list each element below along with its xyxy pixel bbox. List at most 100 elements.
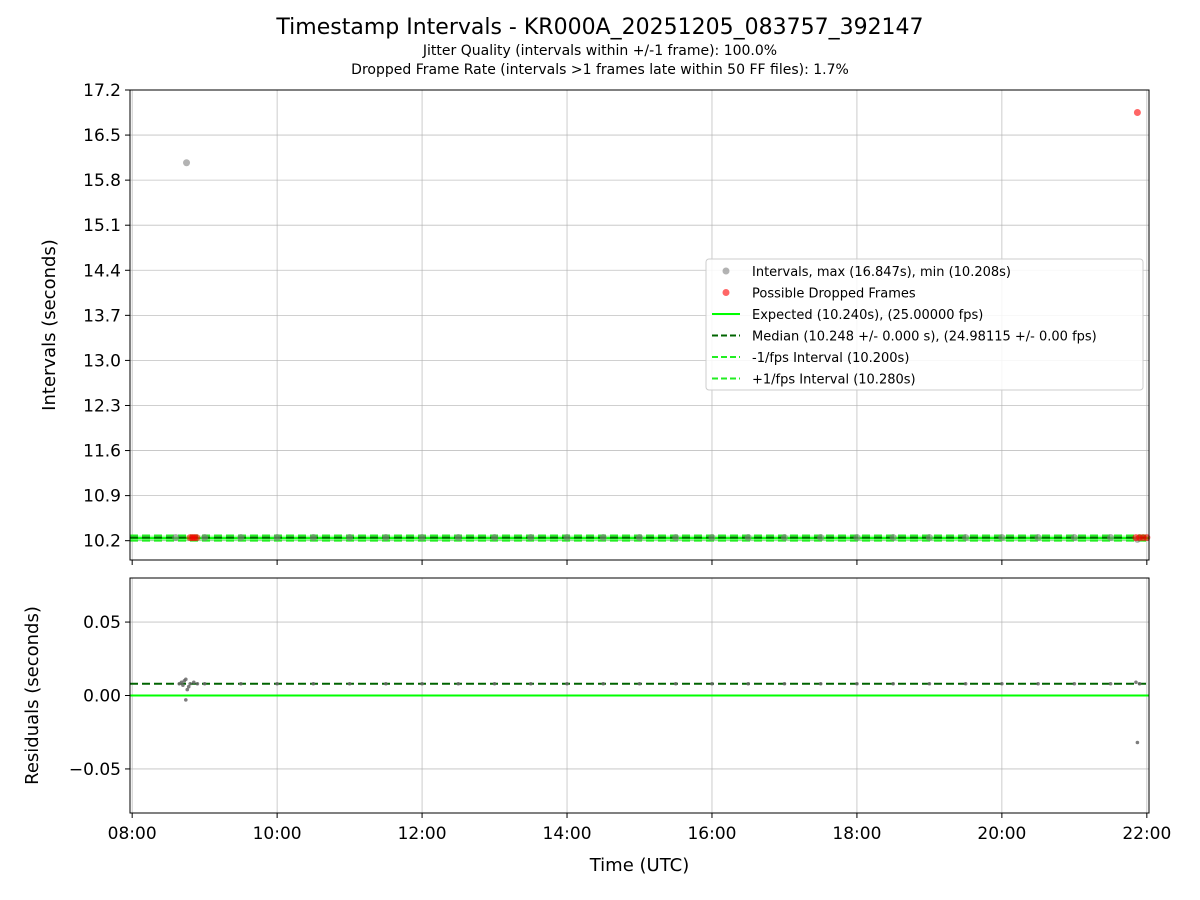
xtick-label: 18:00 <box>832 824 881 844</box>
legend-label: +1/fps Interval (10.280s) <box>752 373 916 388</box>
legend-label: Expected (10.240s), (25.00000 fps) <box>752 308 983 323</box>
residuals-point <box>239 681 243 686</box>
residuals-point <box>782 681 787 686</box>
intervals-point <box>1034 533 1042 541</box>
residuals-ytick-label: 0.00 <box>83 687 121 707</box>
residuals-point <box>456 681 461 686</box>
intervals-point <box>780 533 788 541</box>
intervals-ytick-label: 12.3 <box>83 396 121 416</box>
residuals-point <box>1137 681 1142 686</box>
legend-label: Median (10.248 +/- 0.000 s), (24.98115 +… <box>752 330 1097 345</box>
intervals-point <box>1070 533 1078 541</box>
intervals-point <box>563 533 571 541</box>
intervals-ytick-label: 17.2 <box>83 81 121 101</box>
intervals-point <box>183 159 191 167</box>
residuals-point <box>1036 681 1040 686</box>
intervals-point <box>527 533 535 541</box>
residuals-point <box>184 698 188 702</box>
residuals-point <box>855 681 859 686</box>
residuals-point <box>601 681 606 686</box>
xtick-label: 20:00 <box>977 824 1026 844</box>
intervals-ytick-label: 16.5 <box>83 126 121 146</box>
residuals-point <box>181 683 185 688</box>
intervals-point <box>201 533 209 541</box>
figure-title-block: Timestamp Intervals - KR000A_20251205_08… <box>0 14 1200 80</box>
residuals-point <box>637 681 642 686</box>
possible-dropped-frames-point <box>193 534 201 542</box>
intervals-point <box>853 533 861 541</box>
xtick-label: 14:00 <box>543 824 592 844</box>
intervals-point <box>309 533 317 541</box>
intervals-point <box>382 533 390 541</box>
residuals-ylabel: Residuals (seconds) <box>22 606 43 785</box>
residuals-point <box>347 681 352 686</box>
intervals-point <box>237 533 245 541</box>
xtick-label: 10:00 <box>253 824 302 844</box>
residuals-point <box>1000 681 1004 686</box>
residuals-point <box>188 681 192 686</box>
legend-1-marker <box>722 289 730 296</box>
xtick-label: 12:00 <box>398 824 447 844</box>
residuals-point <box>1135 740 1140 745</box>
residuals-point <box>528 681 533 686</box>
intervals-ytick-label: 14.4 <box>83 261 121 281</box>
residuals-point <box>963 681 968 686</box>
intervals-point <box>817 533 825 541</box>
residuals-point <box>185 687 190 692</box>
residuals-point <box>179 680 184 685</box>
residuals-point <box>186 684 191 689</box>
xtick-label: 08:00 <box>108 824 157 844</box>
intervals-point <box>708 533 716 541</box>
intervals-ytick-label: 15.1 <box>83 216 121 236</box>
intervals-ytick-label: 11.6 <box>83 442 121 462</box>
legend-box <box>705 258 1144 391</box>
intervals-point <box>925 533 933 541</box>
intervals-point <box>454 533 462 541</box>
residuals-point <box>818 681 823 686</box>
intervals-point <box>636 533 643 541</box>
dropped-frame-subtitle: Dropped Frame Rate (intervals >1 frames … <box>351 62 849 78</box>
legend-label: -1/fps Interval (10.200s) <box>752 351 909 366</box>
residuals-point <box>202 681 207 686</box>
intervals-point <box>962 533 970 541</box>
intervals-point <box>998 533 1006 541</box>
residuals-point <box>1108 681 1113 686</box>
residuals-ytick-label: −0.05 <box>69 760 121 780</box>
intervals-ytick-label: 10.9 <box>83 487 121 507</box>
intervals-point <box>1107 533 1115 541</box>
legend-label: Intervals, max (16.847s), min (10.208s) <box>752 265 1011 280</box>
residuals-point <box>710 681 714 686</box>
residuals-point <box>311 681 316 686</box>
intervals-point <box>744 533 752 541</box>
intervals-ytick-label: 13.0 <box>83 351 121 371</box>
intervals-ytick-label: 15.8 <box>83 171 121 191</box>
intervals-ylabel: Intervals (seconds) <box>39 239 60 411</box>
intervals-point <box>418 533 426 541</box>
residuals-point <box>891 681 895 686</box>
legend-label: Possible Dropped Frames <box>752 287 916 302</box>
residuals-point <box>927 681 932 686</box>
xlabel: Time (UTC) <box>589 855 690 876</box>
intervals-point <box>599 533 607 541</box>
intervals-point <box>273 533 281 541</box>
xtick-label: 16:00 <box>687 824 736 844</box>
residuals-point <box>384 681 388 686</box>
residuals-point <box>195 681 200 686</box>
residuals-point <box>492 681 497 686</box>
residuals-point <box>1072 681 1077 686</box>
residuals-ytick-label: 0.05 <box>83 613 121 633</box>
intervals-ytick-label: 10.2 <box>83 532 121 552</box>
intervals-panel: 10.2 10.9 11.6 12.3 13.0 13.7 14.4 15.1 15.8 16.5… <box>39 81 1151 565</box>
chart-title: Timestamp Intervals - KR000A_20251205_08… <box>276 15 924 40</box>
residuals-point <box>420 681 424 686</box>
residuals-point <box>191 680 196 685</box>
intervals-point <box>889 533 897 541</box>
residuals-point <box>1134 680 1138 685</box>
xtick-label: 22:00 <box>1122 824 1171 844</box>
intervals-point <box>172 533 180 541</box>
intervals-axes-frame <box>129 89 1150 561</box>
residuals-point <box>565 681 569 686</box>
legend-0-marker <box>722 267 730 275</box>
intervals-ytick-label: 13.7 <box>83 306 121 326</box>
residuals-point <box>746 681 751 686</box>
